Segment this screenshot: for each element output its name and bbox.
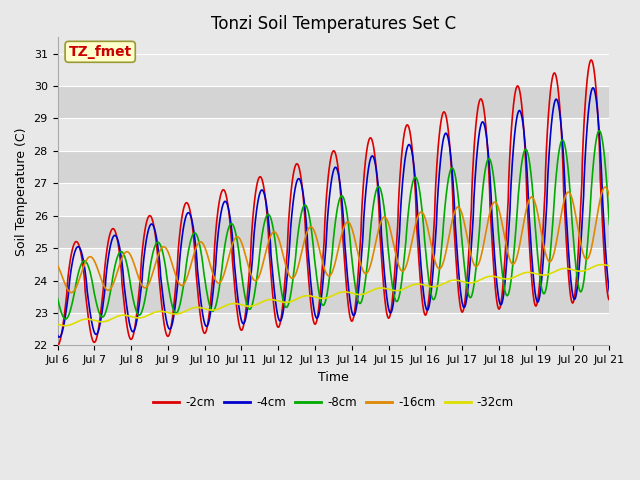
Bar xyxy=(58,86,609,119)
Line: -4cm: -4cm xyxy=(58,88,609,337)
-16cm xyxy=(349,231,357,237)
-16cm xyxy=(601,184,609,190)
Bar xyxy=(58,54,609,86)
-4cm xyxy=(362,192,369,197)
X-axis label: Time: Time xyxy=(318,371,349,384)
Bar xyxy=(58,280,609,313)
Bar xyxy=(58,151,609,183)
-16cm xyxy=(54,263,61,268)
-16cm xyxy=(362,271,369,276)
-8cm xyxy=(349,271,357,276)
-8cm xyxy=(595,128,603,133)
-32cm xyxy=(349,291,357,297)
-16cm xyxy=(208,267,216,273)
-8cm xyxy=(54,296,61,301)
Line: -2cm: -2cm xyxy=(58,60,609,346)
Line: -16cm: -16cm xyxy=(58,187,609,293)
-2cm xyxy=(572,281,580,287)
Line: -32cm: -32cm xyxy=(58,264,609,326)
-2cm xyxy=(207,289,215,295)
-16cm xyxy=(67,290,75,296)
-8cm xyxy=(494,224,502,229)
-32cm xyxy=(572,268,580,274)
-8cm xyxy=(605,221,613,227)
Bar xyxy=(58,216,609,248)
-4cm xyxy=(208,301,216,307)
-4cm xyxy=(605,288,613,294)
-4cm xyxy=(54,332,61,338)
-2cm xyxy=(54,343,61,348)
-2cm xyxy=(588,57,595,63)
Bar xyxy=(58,183,609,216)
-16cm xyxy=(605,193,613,199)
Text: TZ_fmet: TZ_fmet xyxy=(68,45,132,59)
-8cm xyxy=(572,267,580,273)
-32cm xyxy=(494,275,502,280)
-32cm xyxy=(598,262,605,267)
-4cm xyxy=(589,85,597,91)
Line: -8cm: -8cm xyxy=(58,131,609,319)
-4cm xyxy=(56,334,63,340)
-32cm xyxy=(605,263,613,269)
Bar xyxy=(58,119,609,151)
-8cm xyxy=(362,276,369,282)
Bar xyxy=(58,313,609,346)
-2cm xyxy=(494,303,502,309)
-32cm xyxy=(362,290,369,296)
-32cm xyxy=(557,266,564,272)
-8cm xyxy=(208,308,216,313)
-4cm xyxy=(557,120,564,126)
-32cm xyxy=(61,323,69,329)
-2cm xyxy=(349,316,357,322)
-16cm xyxy=(572,216,580,221)
-2cm xyxy=(362,159,369,165)
-16cm xyxy=(557,214,564,219)
-32cm xyxy=(208,307,216,313)
-4cm xyxy=(494,291,502,297)
-2cm xyxy=(605,297,613,303)
-2cm xyxy=(557,116,564,122)
Y-axis label: Soil Temperature (C): Soil Temperature (C) xyxy=(15,127,28,256)
-16cm xyxy=(494,204,502,209)
Legend: -2cm, -4cm, -8cm, -16cm, -32cm: -2cm, -4cm, -8cm, -16cm, -32cm xyxy=(148,391,518,414)
-4cm xyxy=(349,312,357,318)
-32cm xyxy=(54,322,61,327)
-4cm xyxy=(572,292,580,298)
-8cm xyxy=(557,140,564,145)
-8cm xyxy=(61,316,69,322)
Bar xyxy=(58,248,609,280)
Title: Tonzi Soil Temperatures Set C: Tonzi Soil Temperatures Set C xyxy=(211,15,456,33)
